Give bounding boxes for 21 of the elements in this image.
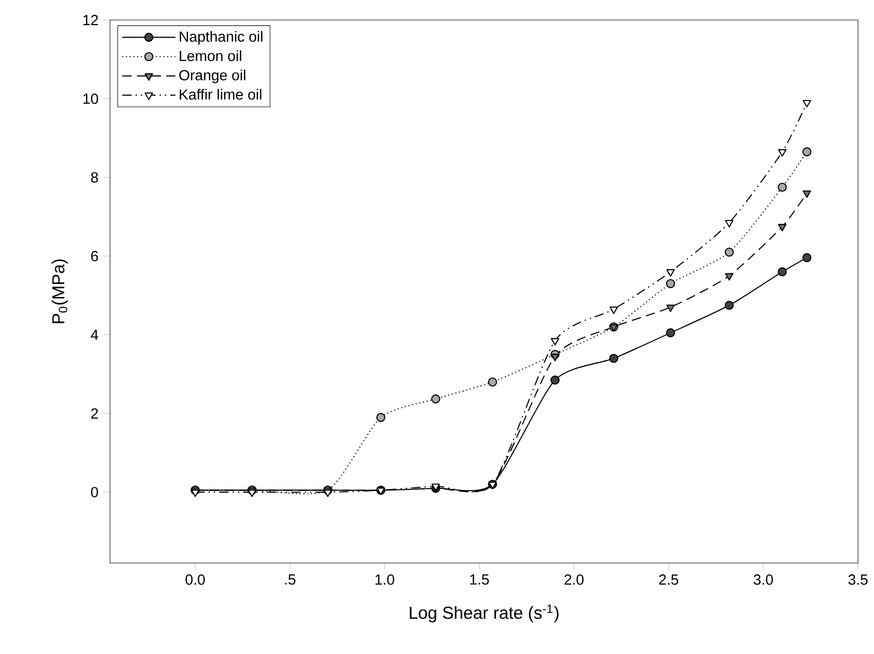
- y-tick-label: 12: [83, 14, 98, 26]
- x-axis-title: Log Shear rate (s$^{-1}$): [410, 604, 559, 622]
- x-tick-label: 3.5: [848, 574, 868, 585]
- x-tick-label: 0.0: [186, 574, 205, 585]
- y-tick-label: 4: [90, 330, 98, 340]
- legend-label: Kaffir lime oil: [180, 88, 262, 100]
- y-tick-label: 6: [91, 250, 98, 262]
- x-tick-label: 1.5: [470, 574, 489, 585]
- x-tick-label: .5: [285, 574, 296, 585]
- y-tick-label: 2: [91, 408, 98, 419]
- y-tick-label: 8: [91, 172, 98, 183]
- legend-label: Napthanic oil: [180, 31, 262, 45]
- y-tick-label: 0: [91, 486, 98, 498]
- x-tick-label: 3.0: [754, 574, 773, 585]
- y-axis-title: P$_{0}$(MPa): [52, 259, 68, 324]
- legend-label: Lemon oil: [180, 50, 242, 62]
- x-tick-label: 2.0: [564, 574, 584, 585]
- x-tick-label: 1.0: [376, 574, 394, 585]
- x-tick-label: 2.5: [659, 574, 678, 585]
- legend-label: Orange oil: [179, 70, 246, 84]
- y-tick-label: 10: [83, 94, 98, 104]
